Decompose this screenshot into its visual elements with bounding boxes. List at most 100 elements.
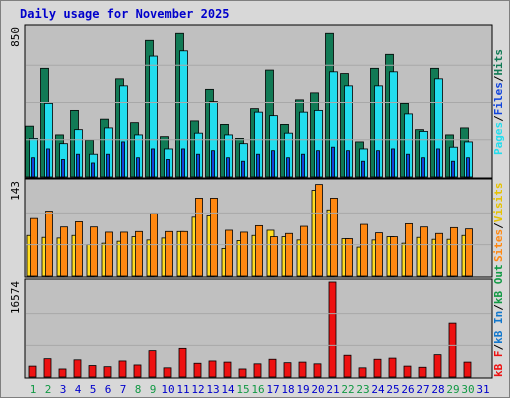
kbytes-bar-3 bbox=[58, 368, 67, 378]
day-label-8: 8 bbox=[135, 383, 142, 396]
pages-bar-24 bbox=[376, 150, 380, 178]
kbytes-bar-11 bbox=[178, 347, 187, 378]
pages-bar-14 bbox=[226, 157, 230, 178]
kbytes-bar-20 bbox=[313, 363, 322, 378]
day-label-9: 9 bbox=[150, 383, 157, 396]
gridlines-group bbox=[26, 64, 491, 346]
pages-bar-29 bbox=[451, 160, 455, 178]
legend-kbytes-panel: kB F/kB In/kB Out bbox=[492, 264, 505, 377]
sites-bar-23 bbox=[360, 223, 368, 277]
pages-bar-8 bbox=[136, 157, 140, 178]
legend-sep-1: / bbox=[492, 115, 505, 122]
kbytes-bar-22 bbox=[343, 354, 352, 378]
day-label-14: 14 bbox=[221, 383, 235, 396]
day-label-5: 5 bbox=[90, 383, 97, 396]
sites-bar-10 bbox=[165, 230, 173, 277]
pages-bar-26 bbox=[406, 153, 410, 178]
kbytes-bar-16 bbox=[253, 363, 262, 378]
hits-ymax-label: 850 bbox=[9, 27, 22, 47]
pages-bar-22 bbox=[346, 150, 350, 178]
sites-bar-25 bbox=[390, 236, 398, 277]
day-label-28: 28 bbox=[431, 383, 444, 396]
sites-bar-16 bbox=[255, 224, 263, 277]
sites-bar-12 bbox=[195, 198, 203, 277]
pages-bar-9 bbox=[151, 148, 155, 178]
pages-bar-6 bbox=[106, 153, 110, 178]
day-label-18: 18 bbox=[281, 383, 294, 396]
kbytes-bar-7 bbox=[118, 360, 127, 378]
kbytes-bar-26 bbox=[403, 365, 412, 378]
day-label-30: 30 bbox=[461, 383, 474, 396]
legend-sep-2: / bbox=[492, 75, 505, 82]
day-label-17: 17 bbox=[266, 383, 279, 396]
kbytes-bar-9 bbox=[148, 350, 157, 378]
sites-bar-2 bbox=[45, 211, 53, 277]
pages-bar-15 bbox=[241, 160, 245, 178]
pages-bar-21 bbox=[331, 146, 335, 178]
day-label-20: 20 bbox=[311, 383, 324, 396]
pages-bar-12 bbox=[196, 153, 200, 178]
day-label-15: 15 bbox=[236, 383, 249, 396]
kbytes-bar-13 bbox=[208, 360, 217, 378]
pages-bar-30 bbox=[466, 157, 470, 178]
sites-bar-26 bbox=[405, 223, 413, 277]
sites-bar-13 bbox=[210, 198, 218, 277]
pages-bar-13 bbox=[211, 150, 215, 178]
pages-bar-16 bbox=[256, 153, 260, 178]
sites-bar-27 bbox=[420, 226, 428, 277]
sites-bar-22 bbox=[345, 238, 353, 277]
day-label-26: 26 bbox=[401, 383, 414, 396]
kbytes-bar-8 bbox=[133, 364, 142, 378]
legend-visits: Visits bbox=[492, 183, 505, 223]
sites-bar-4 bbox=[75, 221, 83, 277]
kbytes-bar-12 bbox=[193, 362, 202, 378]
pages-bar-20 bbox=[316, 150, 320, 178]
legend-sep-5: / bbox=[492, 304, 505, 311]
sites-bar-24 bbox=[375, 232, 383, 277]
legend-files: Files bbox=[492, 82, 505, 115]
sites-bar-3 bbox=[60, 226, 68, 277]
chart-title: Daily usage for November 2025 bbox=[20, 7, 230, 21]
kbytes-bar-23 bbox=[358, 367, 367, 378]
kbytes-bar-10 bbox=[163, 367, 172, 378]
day-label-3: 3 bbox=[60, 383, 67, 396]
kbytes-bar-4 bbox=[73, 359, 82, 378]
legend-sites: Sites bbox=[492, 229, 505, 262]
kbytes-bar-25 bbox=[388, 357, 397, 378]
kbytes-bar-14 bbox=[223, 361, 232, 378]
pages-bar-18 bbox=[286, 157, 290, 178]
sites-bar-11 bbox=[180, 230, 188, 277]
sites-bar-1 bbox=[30, 217, 38, 277]
day-label-1: 1 bbox=[30, 383, 37, 396]
day-label-12: 12 bbox=[191, 383, 204, 396]
legend-kbin: kB In bbox=[492, 311, 505, 344]
pages-bar-11 bbox=[181, 148, 185, 178]
legend-sep-3: / bbox=[492, 222, 505, 229]
day-label-2: 2 bbox=[45, 383, 52, 396]
kbytes-bar-30 bbox=[463, 361, 472, 378]
kbytes-bar-19 bbox=[298, 361, 307, 378]
sites-bar-28 bbox=[435, 232, 443, 277]
kbytes-bar-6 bbox=[103, 366, 112, 378]
kbytes-bar-18 bbox=[283, 362, 292, 378]
day-label-21: 21 bbox=[326, 383, 339, 396]
pages-bar-7 bbox=[121, 141, 125, 178]
day-label-7: 7 bbox=[120, 383, 127, 396]
kbytes-bar-17 bbox=[268, 358, 277, 378]
day-label-19: 19 bbox=[296, 383, 309, 396]
legend-kbout: kB Out bbox=[492, 264, 505, 304]
pages-bar-10 bbox=[166, 159, 170, 178]
sites-bar-8 bbox=[135, 230, 143, 277]
kbytes-bar-5 bbox=[88, 365, 97, 378]
pages-bar-27 bbox=[421, 157, 425, 178]
kbytes-bar-24 bbox=[373, 358, 382, 378]
day-labels-group: 1 2 3 4 5 6 7 8 9 10 11 12 13 14 15 16 17 18 19 20 21 22 23 24 2… bbox=[30, 383, 490, 396]
day-label-23: 23 bbox=[356, 383, 369, 396]
sites-bar-15 bbox=[240, 231, 248, 277]
day-label-13: 13 bbox=[206, 383, 219, 396]
legend-sites-panel: Sites/Visits bbox=[492, 183, 505, 263]
day-label-4: 4 bbox=[75, 383, 82, 396]
legend-kbf: kB F bbox=[492, 351, 505, 378]
legend-hits-panel: Pages/Files/Hits bbox=[492, 49, 505, 155]
legend-hits: Hits bbox=[492, 49, 505, 76]
